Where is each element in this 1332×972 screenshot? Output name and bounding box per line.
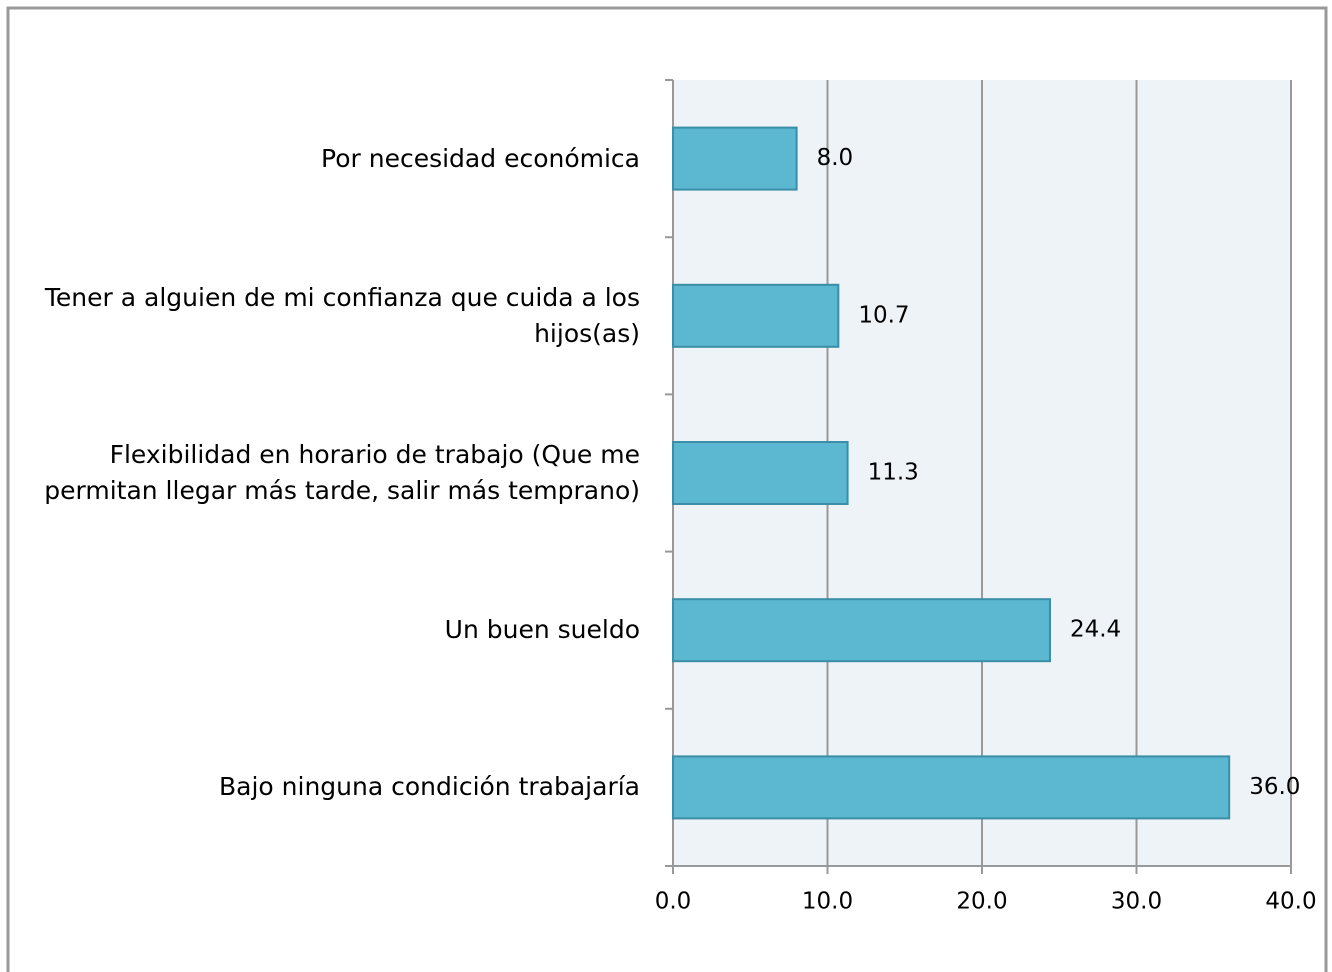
value-label: 11.3 [868, 460, 919, 486]
x-tick-label: 20.0 [956, 889, 1007, 915]
y-tick-label: Flexibilidad en horario de trabajo (Que … [44, 440, 640, 505]
bar [672, 283, 840, 348]
y-tick-label: Por necesidad económica [321, 143, 640, 173]
bar [672, 755, 1231, 820]
x-tick-label: 40.0 [1265, 889, 1316, 915]
bar [672, 598, 1051, 663]
value-label: 36.0 [1249, 774, 1300, 800]
y-tick-label: Bajo ninguna condición trabajaría [219, 772, 640, 802]
y-tick-label: Un buen sueldo [444, 615, 640, 645]
x-tick-label: 0.0 [655, 889, 692, 915]
value-label: 10.7 [858, 302, 909, 328]
value-label: 8.0 [817, 145, 854, 171]
y-tick-label: Tener a alguien de mi confianza que cuid… [44, 282, 640, 348]
bar [672, 441, 849, 505]
bar [672, 126, 798, 191]
x-tick-label: 10.0 [802, 889, 853, 915]
x-tick-label: 30.0 [1111, 889, 1162, 915]
value-label: 24.4 [1070, 617, 1121, 643]
